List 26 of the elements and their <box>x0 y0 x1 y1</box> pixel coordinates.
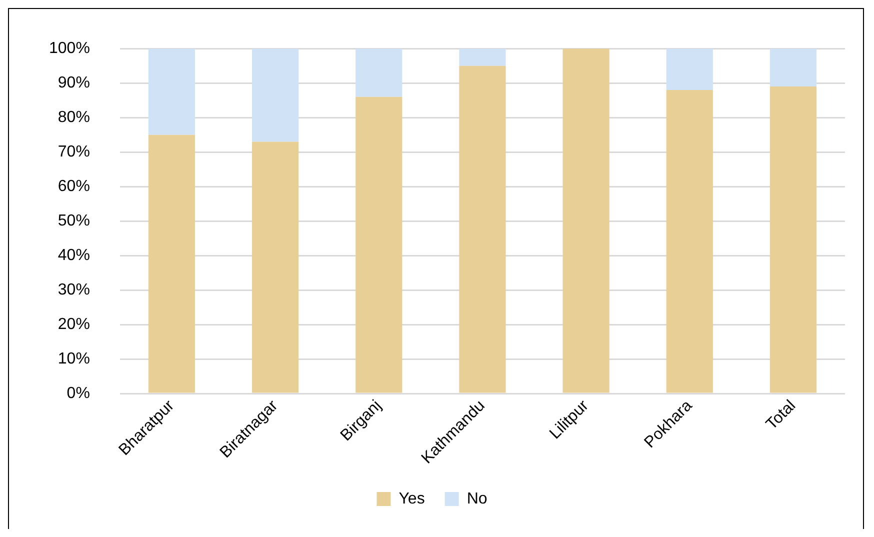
legend-label: Yes <box>398 490 425 508</box>
y-tick-label: 70% <box>58 143 90 160</box>
bar <box>148 48 196 135</box>
y-tick-label: 60% <box>58 178 90 195</box>
y-tick-label: 20% <box>58 316 90 333</box>
y-tick-label: 10% <box>58 350 90 368</box>
y-tick-label: 50% <box>58 212 90 230</box>
y-tick-label: 0% <box>66 384 90 402</box>
y-tick-label: 30% <box>58 281 90 298</box>
y-tick-label: 100% <box>49 40 90 58</box>
y-tick-label: 90% <box>58 74 90 92</box>
bar <box>770 48 817 87</box>
bar <box>356 96 402 393</box>
bar <box>770 86 817 393</box>
bar <box>562 48 610 393</box>
bar <box>148 134 196 393</box>
bar <box>356 48 402 97</box>
y-tick-label: 80% <box>58 109 90 126</box>
bar <box>459 66 506 393</box>
bar <box>666 90 713 393</box>
bar <box>252 142 299 393</box>
legend-label: No <box>466 490 488 508</box>
bar <box>252 48 299 142</box>
bar <box>666 48 713 90</box>
bar <box>459 48 506 66</box>
y-tick-label: 40% <box>58 246 90 264</box>
